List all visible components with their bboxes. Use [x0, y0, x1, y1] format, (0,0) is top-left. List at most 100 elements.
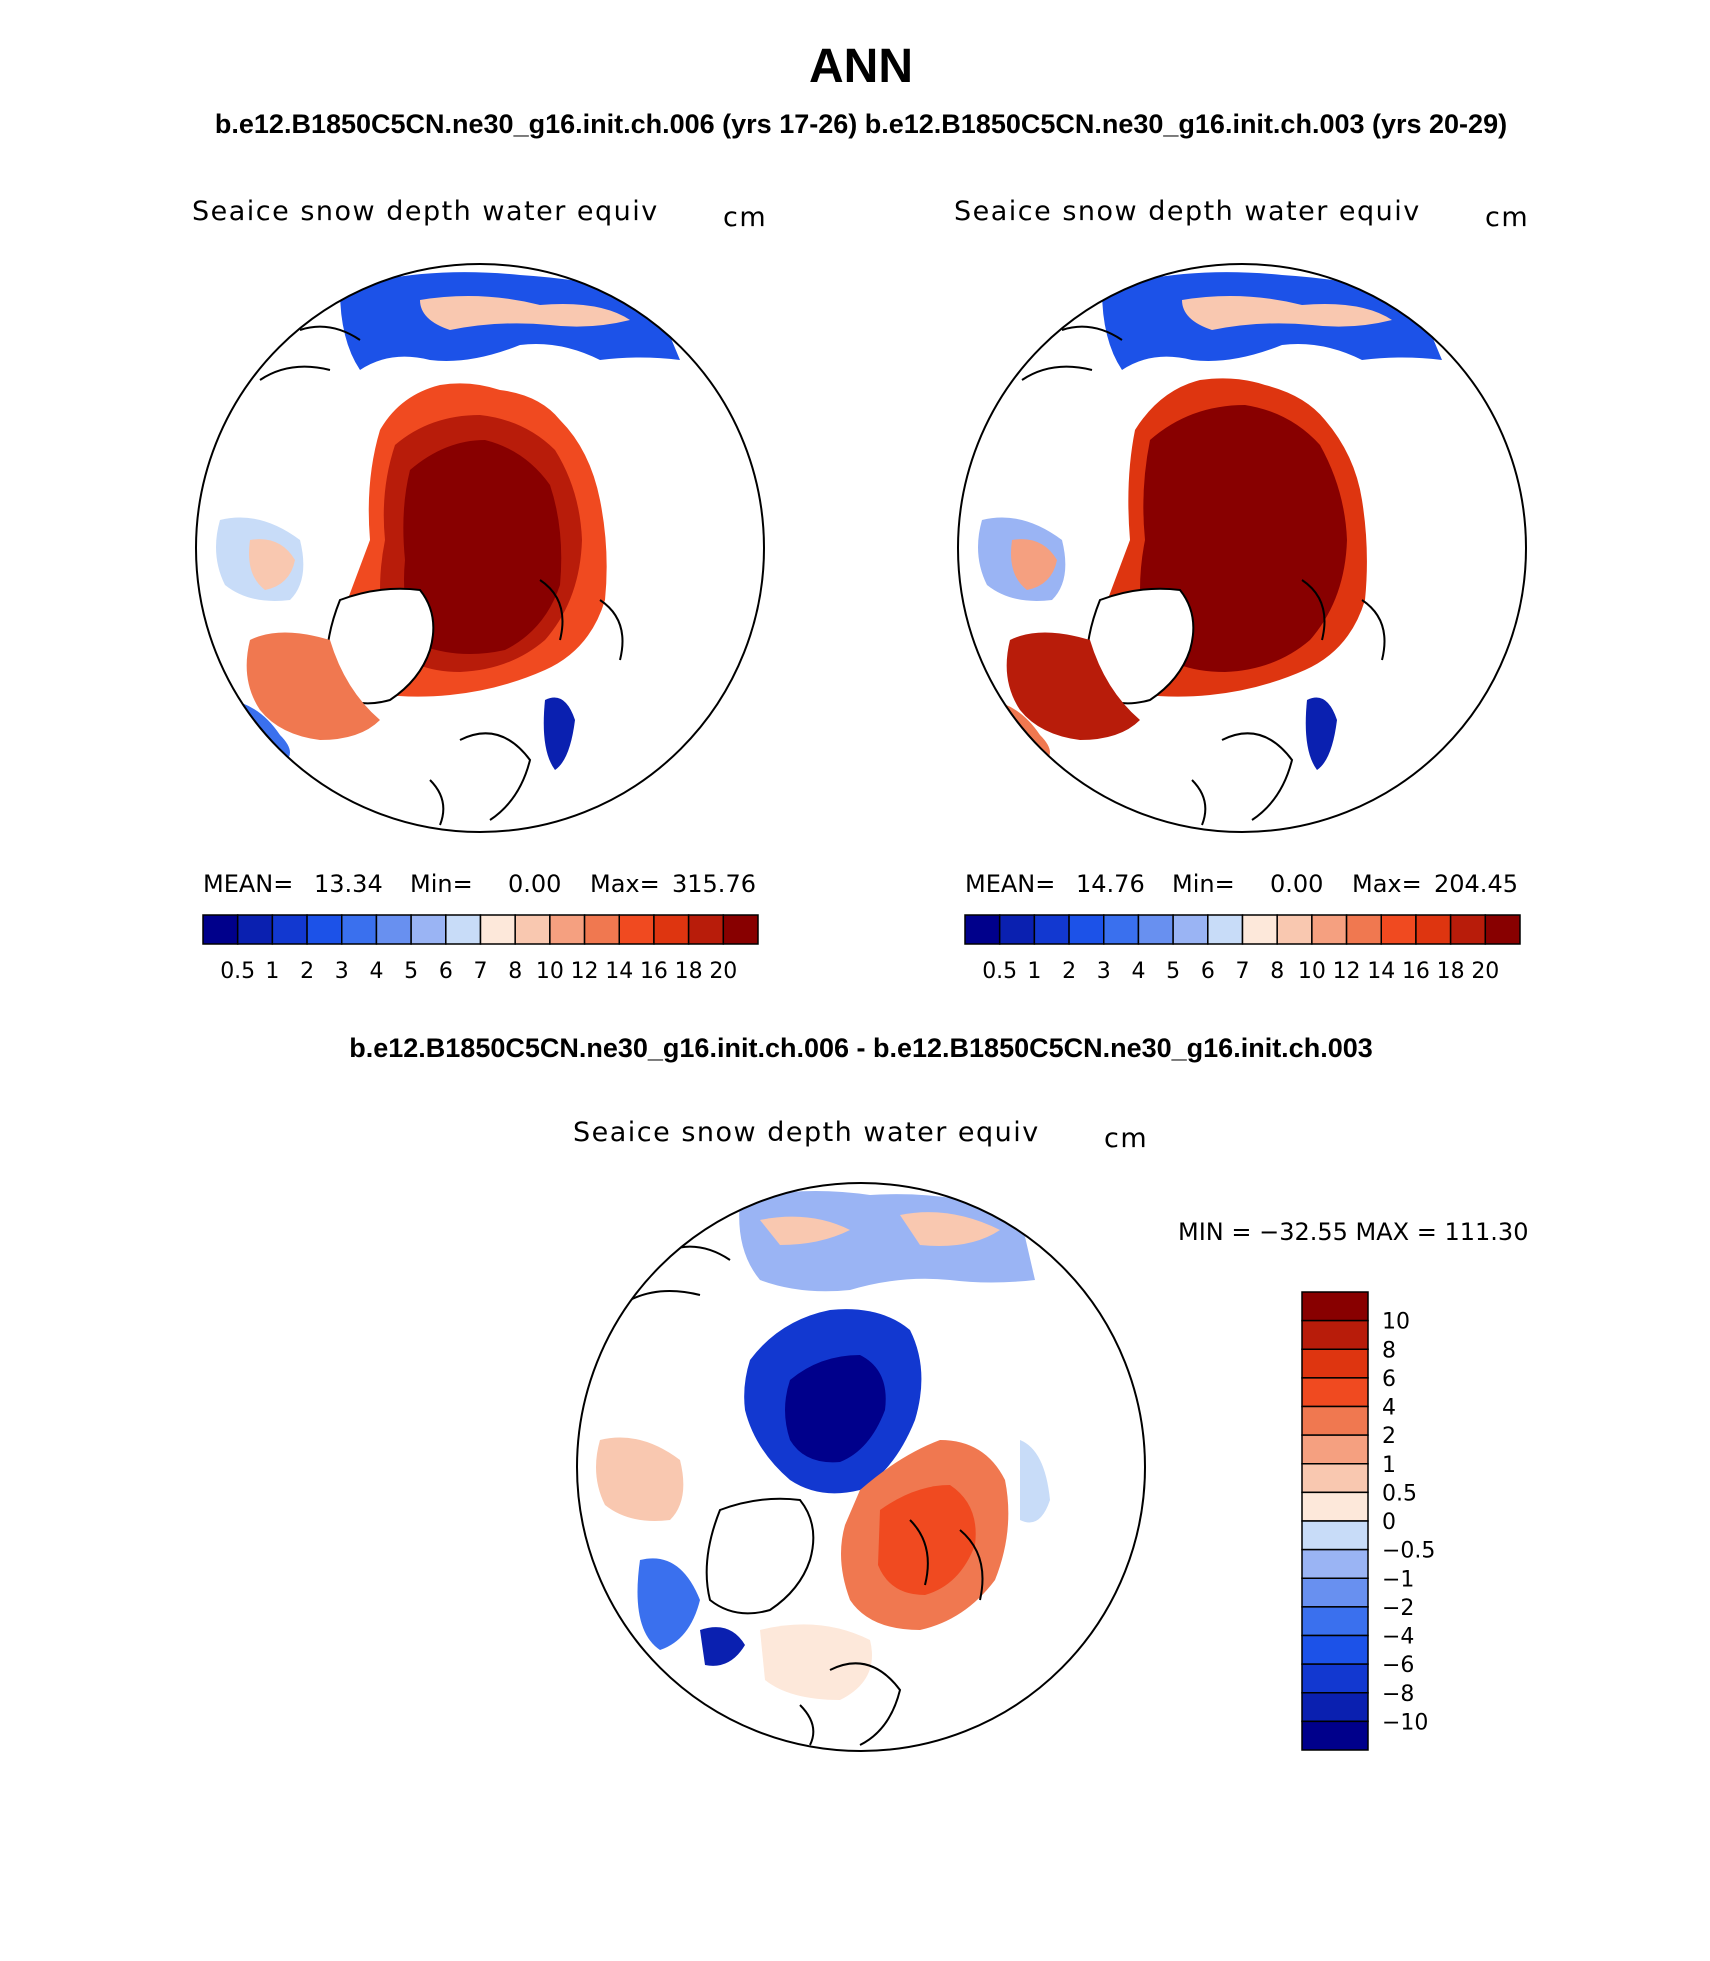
panel-difference-colorbar-tick-label: 6 [1382, 1367, 1396, 1392]
panel-right-colorbar-swatch [1345, 914, 1382, 945]
panel-left-min-label: Min= [410, 870, 473, 898]
panel-left-colorbar-tick-label: 2 [300, 959, 314, 984]
panel-right-title: Seaice snow depth water equiv [954, 196, 1421, 227]
panel-left-title: Seaice snow depth water equiv [192, 196, 659, 227]
panel-right-colorbar-swatch [1241, 914, 1278, 945]
panel-left-colorbar-tick-label: 14 [605, 959, 633, 984]
panel-right-colorbar-tick-label: 14 [1367, 959, 1395, 984]
panel-right-colorbar-tick-label: 18 [1437, 959, 1465, 984]
panel-difference-colorbar-tick-label: 2 [1382, 1424, 1396, 1449]
panel-difference-colorbar: 10 8 6 4 2 1 0.5 0 −0.5 −1 −2 −4 −6 −8 −10 [1301, 1291, 1435, 1751]
panel-difference-colorbar-swatch [1301, 1663, 1369, 1694]
panel-left-mean-value: 13.34 [314, 870, 383, 898]
panel-left-colorbar-tick-label: 3 [335, 959, 349, 984]
panel-left-colorbar-tick-label: 12 [571, 959, 599, 984]
panel-right-colorbar-tick-label: 20 [1471, 959, 1499, 984]
panel-difference: Seaice snow depth water equiv cm MIN = −… [573, 1117, 1528, 1752]
panel-right-colorbar-tick-label: 7 [1236, 959, 1250, 984]
panel-difference-colorbar-swatch [1301, 1463, 1369, 1494]
panel-left-map [196, 264, 764, 832]
panel-right-colorbar-swatch [1484, 914, 1521, 945]
panel-left-colorbar-tick-label: 5 [404, 959, 418, 984]
panel-right-colorbar-swatch [1103, 914, 1140, 945]
panel-difference-colorbar-swatch [1301, 1291, 1369, 1322]
panel-left-mean-label: MEAN= [203, 870, 293, 898]
panel-right: Seaice snow depth water equiv cm MEAN= 1… [954, 196, 1529, 984]
panel-left-colorbar-tick-label: 7 [474, 959, 488, 984]
panel-left-units: cm [723, 202, 767, 233]
panel-right-max-value: 204.45 [1434, 870, 1518, 898]
panel-left-min-value: 0.00 [508, 870, 561, 898]
panel-left-colorbar-swatch [549, 914, 586, 945]
panel-left-colorbar-swatch [653, 914, 690, 945]
panel-difference-map [577, 1183, 1145, 1751]
panel-difference-colorbar-swatch [1301, 1348, 1369, 1379]
panel-difference-colorbar-swatch [1301, 1606, 1369, 1637]
panel-right-colorbar-swatch [1449, 914, 1487, 945]
panel-difference-colorbar-swatch [1301, 1520, 1369, 1551]
panel-difference-colorbar-swatch [1301, 1692, 1369, 1723]
panel-difference-colorbar-tick-label: 8 [1382, 1338, 1396, 1363]
panel-right-colorbar-tick-label: 8 [1270, 959, 1284, 984]
panel-difference-colorbar-tick-label: −6 [1382, 1653, 1414, 1678]
panel-right-mean-value: 14.76 [1076, 870, 1145, 898]
panel-left-colorbar-tick-label: 0.5 [220, 959, 255, 984]
panel-difference-minmax: MIN = −32.55 MAX = 111.30 [1178, 1218, 1528, 1246]
panel-difference-colorbar-tick-label: −10 [1382, 1710, 1428, 1735]
panel-right-colorbar-tick-label: 4 [1131, 959, 1145, 984]
panel-right-colorbar-swatch [1276, 914, 1313, 945]
panel-right-colorbar-swatch [1380, 914, 1417, 945]
panel-difference-colorbar-swatch [1301, 1377, 1369, 1408]
panel-left: Seaice snow depth water equiv cm [192, 196, 767, 984]
panel-difference-colorbar-tick-label: 0.5 [1382, 1481, 1417, 1506]
panel-difference-colorbar-tick-label: −1 [1382, 1567, 1414, 1592]
panel-left-colorbar-swatch [375, 914, 412, 945]
panel-right-colorbar: 0.5 1 2 3 4 5 6 7 8 10 12 14 16 18 20 [964, 914, 1521, 984]
panel-left-colorbar-swatch [514, 914, 551, 945]
panel-right-colorbar-swatch [998, 914, 1036, 945]
panel-left-colorbar-tick-label: 20 [709, 959, 737, 984]
panel-difference-colorbar-tick-label: −2 [1382, 1596, 1414, 1621]
panel-left-colorbar-swatch [445, 914, 482, 945]
panel-right-colorbar-swatch [1033, 914, 1070, 945]
panel-difference-colorbar-tick-label: −4 [1382, 1625, 1414, 1650]
panel-right-min-label: Min= [1172, 870, 1235, 898]
panel-left-colorbar-swatch [687, 914, 725, 945]
panel-right-max-label: Max= [1352, 870, 1422, 898]
panel-right-colorbar-tick-label: 3 [1097, 959, 1111, 984]
panel-difference-colorbar-swatch [1301, 1405, 1369, 1436]
panel-left-colorbar-swatch [722, 914, 759, 945]
panel-left-colorbar-swatch [236, 914, 274, 945]
panel-right-colorbar-swatch [1172, 914, 1209, 945]
panel-right-colorbar-swatch [1311, 914, 1348, 945]
panel-right-colorbar-swatch [1137, 914, 1174, 945]
panel-difference-colorbar-tick-label: 4 [1382, 1396, 1396, 1421]
panel-right-units: cm [1485, 202, 1529, 233]
panel-right-colorbar-swatch [1207, 914, 1244, 945]
panel-left-colorbar-swatch [410, 914, 447, 945]
panel-difference-colorbar-swatch [1301, 1491, 1369, 1522]
panel-difference-colorbar-swatch [1301, 1434, 1369, 1465]
panel-difference-colorbar-swatch [1301, 1634, 1369, 1665]
panel-difference-colorbar-swatch [1301, 1319, 1369, 1350]
panel-left-colorbar-tick-label: 1 [265, 959, 279, 984]
panel-right-map [958, 264, 1526, 832]
panel-difference-colorbar-tick-label: 1 [1382, 1453, 1396, 1478]
panel-right-colorbar-swatch [964, 914, 1001, 945]
panel-right-colorbar-tick-label: 12 [1333, 959, 1361, 984]
panel-difference-colorbar-tick-label: 0 [1382, 1510, 1396, 1535]
panel-left-colorbar-swatch [583, 914, 620, 945]
panel-difference-colorbar-tick-label: −8 [1382, 1682, 1414, 1707]
panel-right-colorbar-tick-label: 5 [1166, 959, 1180, 984]
panel-right-colorbar-tick-label: 6 [1201, 959, 1215, 984]
panel-left-colorbar-tick-label: 6 [439, 959, 453, 984]
panel-left-colorbar-swatch [618, 914, 655, 945]
panel-difference-colorbar-swatch [1301, 1577, 1369, 1608]
panel-left-colorbar-tick-label: 16 [640, 959, 668, 984]
panel-left-colorbar-swatch [271, 914, 308, 945]
panel-left-colorbar-tick-label: 10 [536, 959, 564, 984]
panel-left-colorbar-swatch [306, 914, 343, 945]
panel-left-colorbar: 0.5 1 2 3 4 5 6 7 8 10 12 14 16 18 20 [202, 914, 759, 984]
figure-title: ANN [809, 40, 913, 93]
